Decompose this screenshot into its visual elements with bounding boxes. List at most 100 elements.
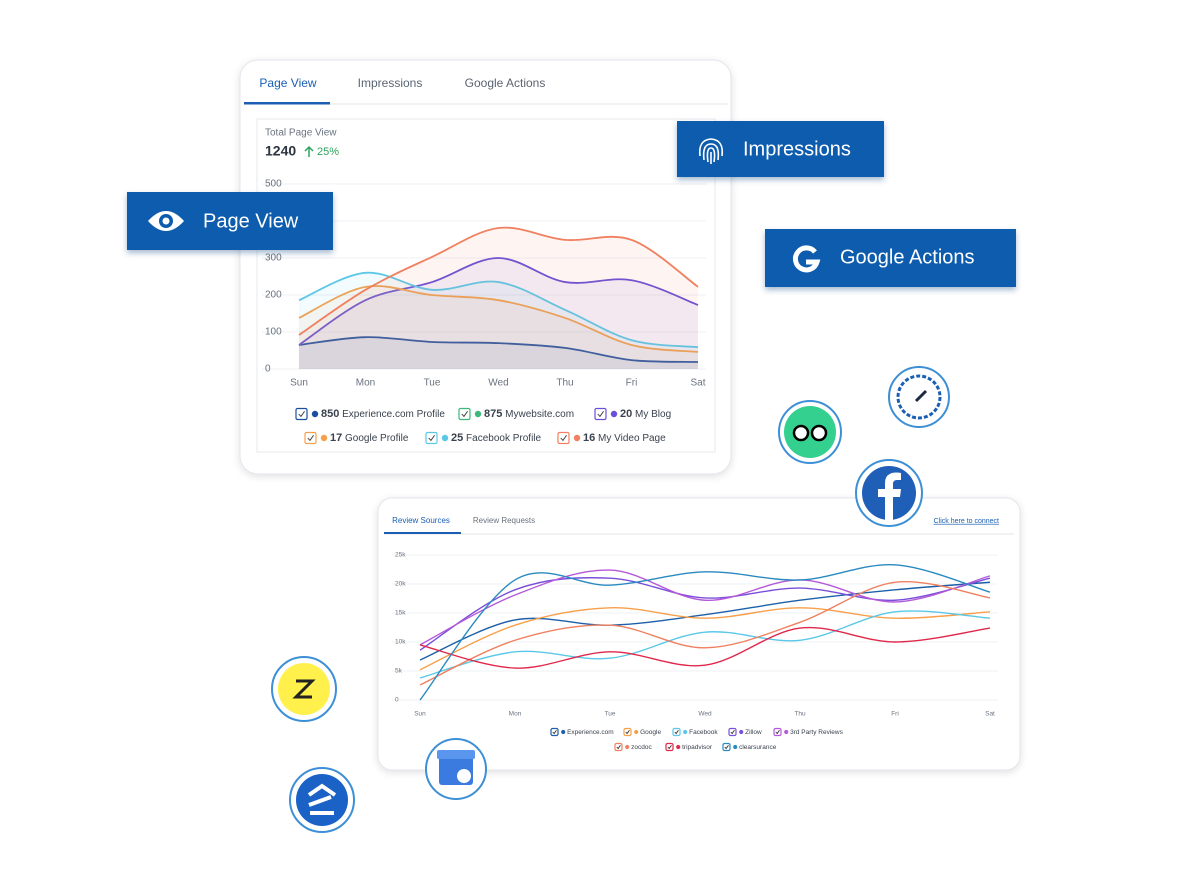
legend-dot — [320, 434, 328, 442]
tab[interactable]: Impressions — [358, 76, 423, 90]
checkmark — [616, 744, 621, 750]
x-tick-label: Sun — [414, 711, 426, 718]
legend-checkbox — [557, 431, 570, 445]
series-line — [298, 336, 699, 363]
owl-eye — [792, 424, 810, 442]
legend-name: Google — [640, 729, 661, 736]
legend-entry: tripadvisor — [682, 744, 713, 751]
legend-name: Facebook Profile — [466, 433, 541, 444]
gauge-needle — [914, 389, 928, 403]
y-tick-label: 10k — [395, 639, 406, 646]
legend-name: clearsurance — [739, 744, 777, 751]
legend-checkbox — [722, 742, 731, 752]
legend-entry: 875 Mywebsite.com — [484, 408, 574, 420]
y-tick-label: 300 — [265, 253, 282, 264]
series-line — [298, 226, 699, 336]
legend-entry: 20 My Blog — [620, 408, 671, 420]
series-line — [419, 569, 991, 646]
series-line — [419, 577, 991, 651]
x-tick-label: Sat — [690, 378, 705, 389]
legend-total: 850 — [321, 408, 339, 420]
charts: 0100200300400500SunMonTueWedThuFriSat850… — [262, 179, 998, 752]
legend-dot — [441, 434, 449, 442]
x-tick-label: Fri — [891, 711, 899, 718]
legend-total: 875 — [484, 408, 502, 420]
checkmark — [674, 729, 679, 735]
legend-total: 25 — [451, 432, 463, 444]
legend-total: 20 — [620, 408, 632, 420]
area-fill — [299, 337, 698, 369]
y-tick-label: 500 — [265, 179, 282, 190]
legend-name: Facebook — [689, 729, 718, 736]
y-tick-label: 5k — [395, 668, 403, 675]
g-badge — [457, 769, 471, 783]
legend-total: 16 — [583, 432, 595, 444]
legend-checkbox — [458, 407, 471, 421]
legend-name: Experience.com — [567, 729, 614, 736]
legend-dot — [610, 410, 618, 418]
legend-entry: Experience.com — [567, 729, 614, 736]
series-line — [298, 271, 699, 349]
y-tick-label: 0 — [265, 364, 271, 375]
legend-dot — [311, 410, 319, 418]
legend-entry: 17 Google Profile — [330, 432, 409, 444]
checkmark — [775, 729, 780, 735]
tab-underline — [384, 532, 461, 534]
badge-label: Impressions — [743, 138, 851, 160]
y-tick-label: 200 — [265, 290, 282, 301]
legend-dot — [561, 729, 566, 735]
owl-eye — [810, 424, 828, 442]
tab[interactable]: Page View — [259, 76, 316, 90]
google-icon — [792, 245, 821, 273]
y-tick-label: 0 — [395, 697, 399, 704]
legend-dot — [733, 744, 738, 750]
legend-dot — [683, 729, 688, 735]
legend-name: Google Profile — [345, 433, 409, 444]
facebook-f — [878, 472, 901, 520]
legend-entry: 16 My Video Page — [583, 432, 666, 444]
series-line — [419, 580, 991, 686]
legend-checkbox — [550, 727, 559, 737]
tab[interactable]: Google Actions — [465, 76, 546, 90]
x-tick-label: Mon — [509, 711, 522, 718]
tab[interactable]: Review Sources — [392, 516, 450, 525]
legend-checkbox — [672, 727, 681, 737]
x-tick-label: Tue — [424, 378, 441, 389]
y-tick-label: 20k — [395, 581, 406, 588]
series-line — [419, 610, 991, 679]
checkmark — [307, 434, 314, 442]
connect-link[interactable]: Click here to connect — [934, 518, 999, 525]
y-tick-label: 15k — [395, 610, 406, 617]
series-line — [298, 285, 699, 353]
clearsurance-icon — [896, 374, 942, 420]
legend-name: 3rd Party Reviews — [790, 729, 843, 736]
checkmark — [560, 434, 567, 442]
tab[interactable]: Review Requests — [473, 516, 535, 525]
zillow-z — [307, 783, 337, 815]
awning — [437, 750, 475, 759]
summary-change: 25% — [317, 146, 339, 158]
x-tick-label: Wed — [698, 711, 712, 718]
badge-label: Page View — [203, 210, 299, 232]
badge — [765, 229, 1016, 287]
series-line — [419, 581, 991, 661]
y-tick-label: 100 — [265, 327, 282, 338]
legend-name: zocdoc — [631, 744, 652, 751]
y-tick-label: 25k — [395, 552, 406, 559]
x-tick-label: Wed — [488, 378, 508, 389]
legend-checkbox — [614, 742, 623, 752]
legend-checkbox — [665, 742, 674, 752]
legend-entry: 850 Experience.com Profile — [321, 408, 445, 420]
x-tick-label: Thu — [556, 378, 573, 389]
badge-label: Google Actions — [840, 246, 975, 268]
x-tick-label: Fri — [626, 378, 638, 389]
card — [377, 497, 1021, 771]
legend-name: Mywebsite.com — [505, 409, 574, 420]
checkmark — [461, 410, 468, 418]
source-icons — [271, 366, 950, 833]
zocdoc-z — [292, 679, 316, 699]
legend-entry: 3rd Party Reviews — [790, 729, 843, 736]
legend-checkbox — [295, 407, 308, 421]
checkmark — [730, 729, 735, 735]
